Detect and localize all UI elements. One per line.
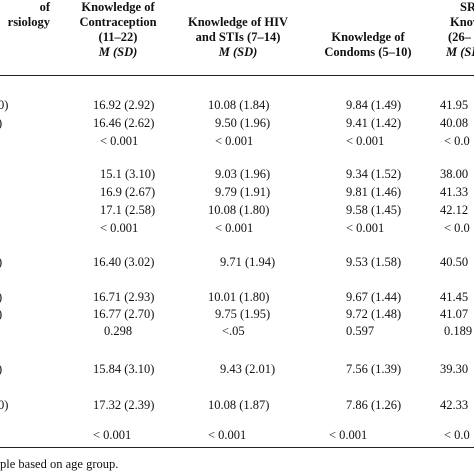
row5-c1: 16.9 (2.67) — [100, 185, 156, 199]
header-col4-line4: M (SD) — [446, 45, 474, 59]
row1-c4: 41.95 — [440, 98, 469, 112]
row2-c3: 9.41 (1.42) — [346, 116, 402, 130]
header-col0-line1: of — [39, 0, 50, 14]
header-col4-line3: (26– — [448, 30, 471, 44]
header-col1-line1: Knowledge of — [81, 0, 155, 14]
row3-c3: < 0.001 — [346, 134, 385, 148]
row9-c3: 9.67 (1.44) — [346, 290, 402, 304]
row1-c3: 9.84 (1.49) — [346, 98, 402, 112]
row2-c2: 9.50 (1.96) — [215, 116, 271, 130]
row14-c4: < 0.0 — [444, 428, 470, 442]
row10-label: ) — [0, 307, 2, 321]
row6-c2: 10.08 (1.80) — [208, 203, 270, 217]
row5-c2: 9.79 (1.91) — [215, 185, 271, 199]
row13-c1: 17.32 (2.39) — [93, 398, 155, 412]
header-col1-line2: Contraception — [79, 15, 157, 29]
row4-c4: 38.00 — [440, 167, 469, 181]
row1-c1: 16.92 (2.92) — [93, 98, 155, 112]
row11-c1: 0.298 — [104, 324, 133, 338]
row5-c4: 41.33 — [440, 185, 469, 199]
header-col1: Knowledge of Contraception (11–22) M (SD… — [58, 0, 178, 60]
row8-c3: 9.53 (1.58) — [346, 255, 402, 269]
row12-c4: 39.30 — [440, 362, 469, 376]
row9-c1: 16.71 (2.93) — [93, 290, 155, 304]
row4-c3: 9.34 (1.52) — [346, 167, 402, 181]
row8-c2: 9.71 (1.94) — [220, 255, 276, 269]
row1-c2: 10.08 (1.84) — [208, 98, 270, 112]
row4-c2: 9.03 (1.96) — [215, 167, 271, 181]
bottom-rule — [0, 447, 474, 448]
row1-label: 0) — [0, 98, 9, 112]
row6-c1: 17.1 (2.58) — [100, 203, 156, 217]
row7-c2: < 0.001 — [215, 221, 254, 235]
row11-c4: 0.189 — [444, 324, 473, 338]
row13-c2: 10.08 (1.87) — [208, 398, 270, 412]
row11-c2: <.05 — [222, 324, 245, 338]
row9-c4: 41.45 — [440, 290, 469, 304]
row7-c3: < 0.001 — [346, 221, 385, 235]
row2-label: ) — [0, 116, 2, 130]
row13-c4: 42.33 — [440, 398, 469, 412]
row12-c3: 7.56 (1.39) — [346, 362, 402, 376]
row3-c1: < 0.001 — [100, 134, 139, 148]
footnote: ple based on age group. — [0, 457, 119, 471]
row12-c2: 9.43 (2.01) — [220, 362, 276, 376]
row2-c1: 16.46 (2.62) — [93, 116, 155, 130]
row4-c1: 15.1 (3.10) — [100, 167, 156, 181]
row13-c3: 7.86 (1.26) — [346, 398, 402, 412]
row13-label: 0) — [0, 398, 9, 412]
header-col4-line2: Knowl — [450, 15, 474, 29]
header-col0-line2: rsiology — [7, 15, 50, 29]
row10-c4: 41.07 — [440, 307, 469, 321]
header-rule — [0, 75, 474, 76]
row12-c1: 15.84 (3.10) — [93, 362, 155, 376]
header-col3-line1: Knowledge of — [331, 30, 405, 44]
row7-c4: < 0.0 — [444, 221, 470, 235]
row9-c2: 10.01 (1.80) — [208, 290, 270, 304]
row14-c1: < 0.001 — [93, 428, 132, 442]
row5-c3: 9.81 (1.46) — [346, 185, 402, 199]
row6-c4: 42.12 — [440, 203, 469, 217]
header-col2: Knowledge of HIV and STIs (7–14) M (SD) — [172, 15, 304, 60]
row6-c3: 9.58 (1.45) — [346, 203, 402, 217]
header-col1-line3: (11–22) — [98, 30, 138, 44]
header-col3-line2: Condoms (5–10) — [324, 45, 412, 59]
header-col2-line1: Knowledge of HIV — [188, 15, 288, 29]
header-col2-line2: and STIs (7–14) — [195, 30, 281, 44]
header-col4-line1: SR — [460, 0, 474, 14]
row9-label: ) — [0, 290, 2, 304]
row12-label: ) — [0, 362, 2, 376]
row8-c1: 16.40 (3.02) — [93, 255, 155, 269]
row11-c3: 0.597 — [346, 324, 375, 338]
header-col3: Knowledge of Condoms (5–10) — [308, 30, 428, 60]
row2-c4: 40.08 — [440, 116, 469, 130]
row10-c1: 16.77 (2.70) — [93, 307, 155, 321]
header-col0: of rsiology — [0, 0, 50, 30]
row14-c2: < 0.001 — [208, 428, 247, 442]
row3-c4: < 0.0 — [444, 134, 470, 148]
row7-c1: < 0.001 — [100, 221, 139, 235]
header-col1-line4: M (SD) — [98, 45, 138, 59]
header-col4: SR Knowl (26– M (SD) — [444, 0, 474, 60]
row8-c4: 40.50 — [440, 255, 469, 269]
row10-c2: 9.75 (1.95) — [215, 307, 271, 321]
row14-c3: < 0.001 — [329, 428, 368, 442]
row10-c3: 9.72 (1.48) — [346, 307, 402, 321]
header-col2-line3: M (SD) — [218, 45, 258, 59]
row3-c2: < 0.001 — [215, 134, 254, 148]
row8-label: ) — [0, 255, 2, 269]
